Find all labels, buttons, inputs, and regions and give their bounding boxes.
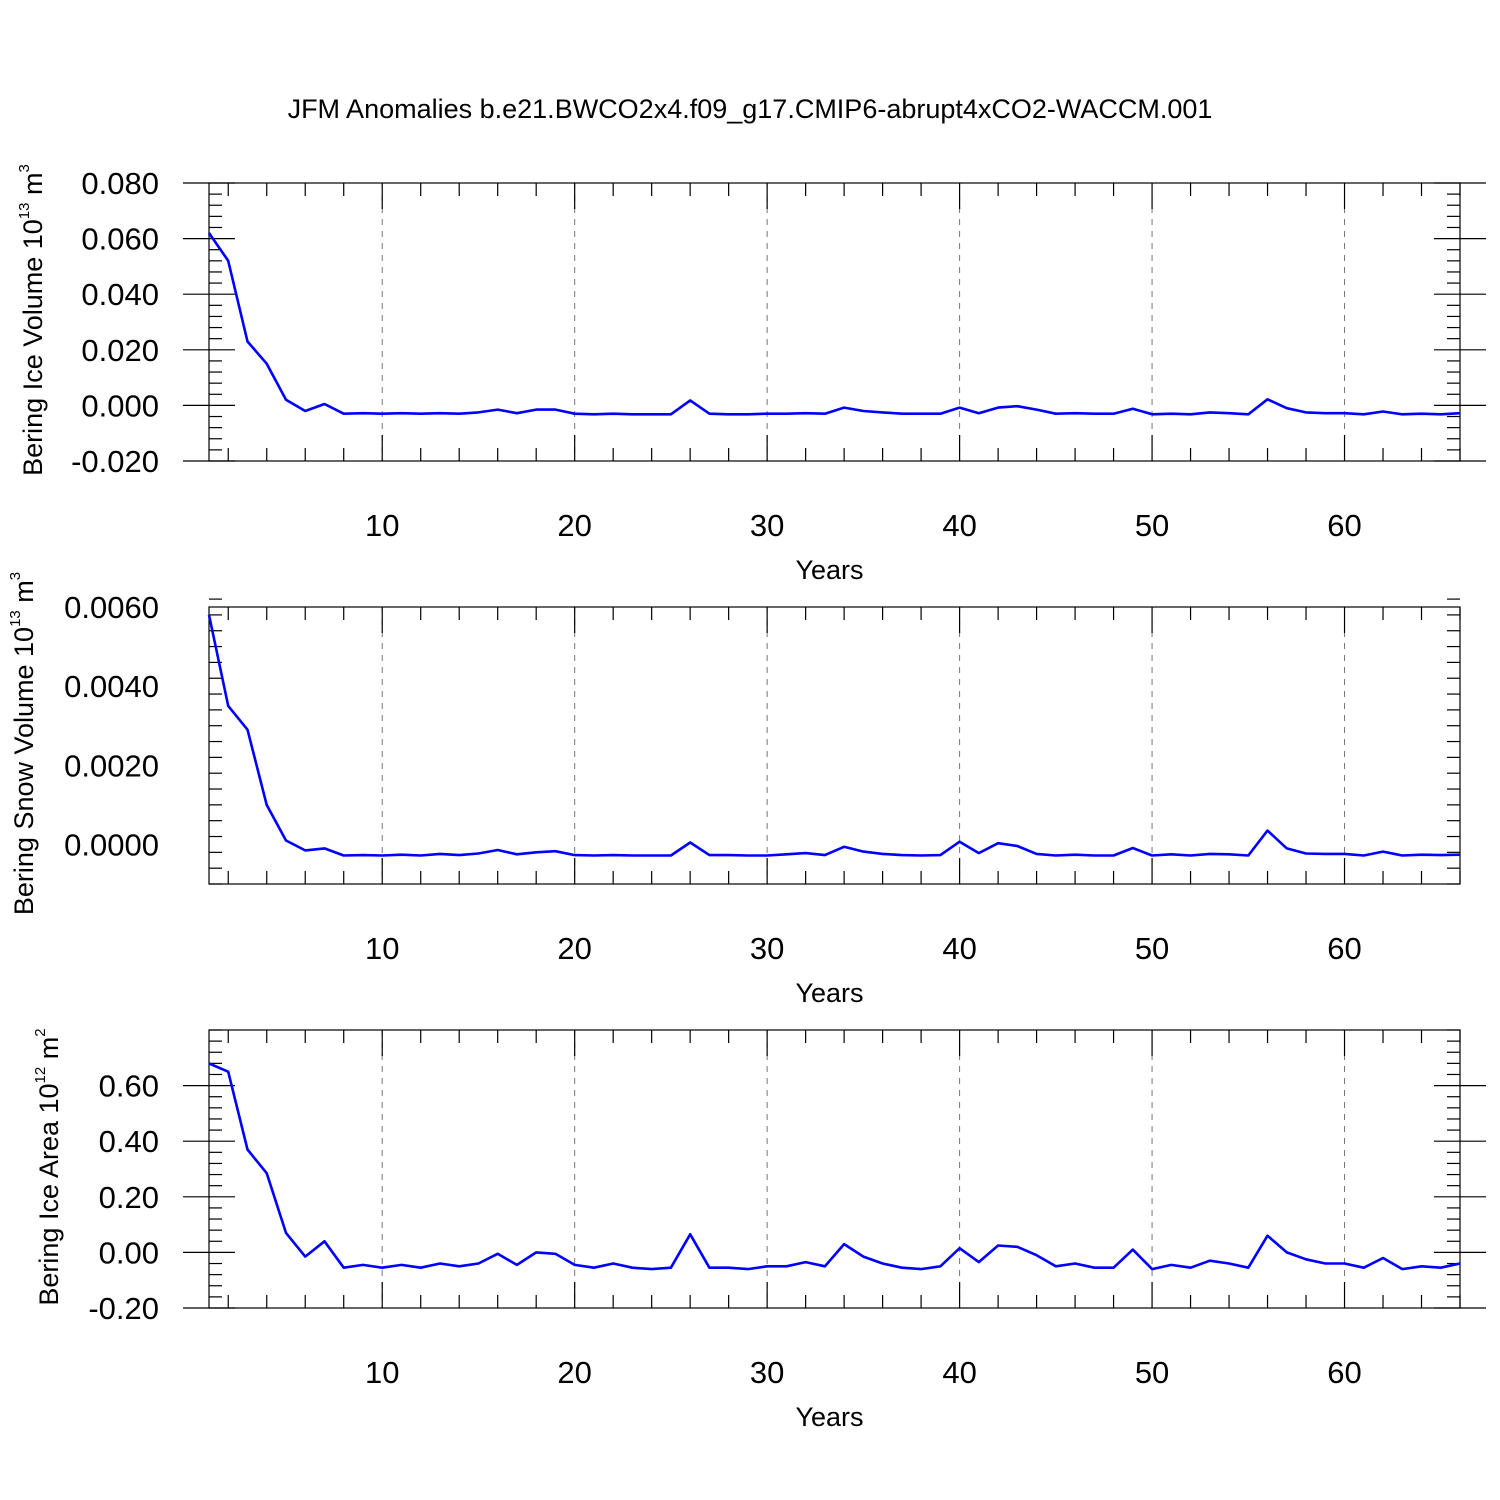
y-axis-title: Bering Ice Volume 1013 m3 — [16, 164, 48, 476]
x-tick-label: 10 — [365, 508, 399, 543]
y-tick-label: -0.020 — [71, 444, 159, 479]
y-tick-label: 0.040 — [81, 277, 159, 312]
y-tick-label: 0.00 — [99, 1235, 159, 1270]
x-tick-label: 30 — [750, 931, 784, 966]
x-tick-label: 10 — [365, 1355, 399, 1390]
x-tick-label: 10 — [365, 931, 399, 966]
x-tick-label: 50 — [1135, 508, 1169, 543]
x-tick-label: 60 — [1327, 931, 1361, 966]
y-axis-title-text: Bering Snow Volume 10 — [9, 627, 39, 915]
series-line — [207, 614, 1461, 857]
y-axis-title: Bering Ice Area 1012 m2 — [32, 1028, 64, 1305]
y-axis-title-text: Bering Ice Area 10 — [34, 1083, 64, 1305]
plot-frame — [208, 182, 1461, 462]
y-tick-label: 0.080 — [81, 166, 159, 201]
y-tick-label: 0.020 — [81, 333, 159, 368]
x-tick-label: 50 — [1135, 931, 1169, 966]
plot-frame — [208, 606, 1461, 885]
y-axis-title-unit: m — [9, 580, 39, 610]
panel-1: 10 20 30 40 50 60 -0.020 0.000 0.020 0.040 0.060 0.… — [16, 164, 1486, 585]
x-axis-title: Years — [795, 555, 863, 585]
plot-frame — [208, 1029, 1461, 1309]
x-tick-label: 20 — [557, 508, 591, 543]
series-line — [207, 232, 1461, 416]
y-axis-title-text: Bering Ice Volume 10 — [18, 219, 48, 476]
x-tick-label: 50 — [1135, 1355, 1169, 1390]
x-tick-label: 30 — [750, 1355, 784, 1390]
y-tick-label: 0.20 — [99, 1180, 159, 1215]
y-axis-title-exponent: 13 — [16, 202, 33, 219]
x-tick-label: 20 — [557, 1355, 591, 1390]
y-tick-label: 0.0060 — [64, 590, 159, 625]
x-tick-label: 40 — [942, 508, 976, 543]
x-tick-label: 30 — [750, 508, 784, 543]
y-tick-label: 0.000 — [81, 388, 159, 423]
x-tick-label: 20 — [557, 931, 591, 966]
y-tick-label: 0.060 — [81, 222, 159, 257]
x-tick-label: 40 — [942, 1355, 976, 1390]
y-axis-title: Bering Snow Volume 1013 m3 — [7, 572, 39, 915]
y-axis-title-exponent: 12 — [32, 1067, 49, 1084]
y-tick-label: 0.0040 — [64, 669, 159, 704]
x-axis-title: Years — [795, 1402, 863, 1432]
y-axis-title-unit: m — [34, 1037, 64, 1067]
chart-panels: 10 20 30 40 50 60 -0.020 0.000 0.020 0.040 0.060 0.… — [7, 164, 1486, 1432]
series-line — [208, 1062, 1461, 1271]
x-tick-label: 60 — [1327, 508, 1361, 543]
y-axis-title-exponent: 13 — [7, 610, 24, 627]
figure-title: JFM Anomalies b.e21.BWCO2x4.f09_g17.CMIP… — [288, 94, 1213, 124]
y-axis-title-unit-exponent: 3 — [16, 164, 33, 172]
panel-3: 10 20 30 40 50 60 -0.20 0.00 0.20 0.40 0.60 Years Be… — [32, 1028, 1486, 1432]
y-tick-label: 0.0000 — [64, 827, 159, 862]
y-tick-label: 0.60 — [99, 1069, 159, 1104]
y-axis-title-unit-exponent: 2 — [32, 1028, 49, 1036]
y-axis-title-unit-exponent: 3 — [7, 572, 24, 580]
x-axis-title: Years — [795, 978, 863, 1008]
y-axis-title-unit: m — [18, 172, 48, 202]
x-tick-label: 60 — [1327, 1355, 1361, 1390]
x-tick-label: 40 — [942, 931, 976, 966]
y-tick-label: 0.0020 — [64, 748, 159, 783]
y-tick-label: -0.20 — [88, 1291, 159, 1326]
panel-2: 10 20 30 40 50 60 0.0000 0.0020 0.0040 0.0060 Year… — [7, 572, 1461, 1008]
y-tick-label: 0.40 — [99, 1124, 159, 1159]
